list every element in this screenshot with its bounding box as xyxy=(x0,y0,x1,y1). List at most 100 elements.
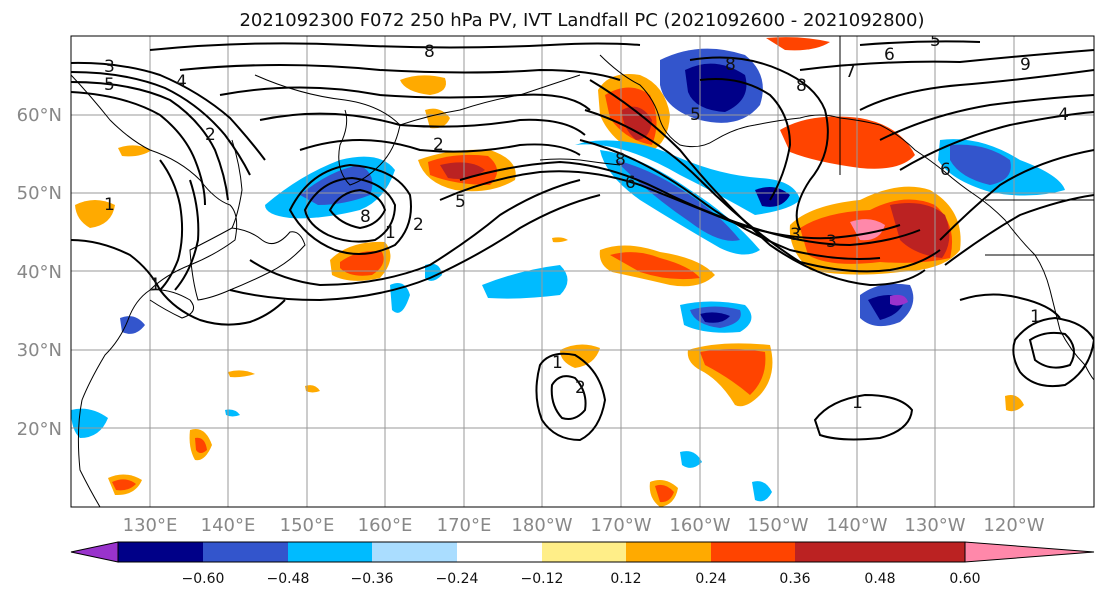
contour-line xyxy=(71,91,206,206)
contour-label: 1 xyxy=(852,393,863,413)
colorbar-tick-label: −0.48 xyxy=(267,571,310,587)
colorbar-segment xyxy=(288,542,372,562)
contour-line xyxy=(799,49,1094,71)
contour-line xyxy=(699,78,792,201)
contour-label: 8 xyxy=(424,42,435,62)
lon-label: 150°E xyxy=(280,515,335,536)
contour-label: 7 xyxy=(845,62,856,82)
lon-label: 180°W xyxy=(511,515,572,536)
contour-label: 5 xyxy=(455,192,466,212)
contour-line xyxy=(813,393,914,441)
contour-line xyxy=(71,81,229,201)
colorbar-segment xyxy=(795,542,880,562)
colorbar-extend-max xyxy=(964,541,1095,563)
contour-label: 5 xyxy=(104,75,115,95)
colorbar: −0.60 −0.48 −0.36 −0.24 −0.12 0.12 0.24 … xyxy=(70,541,1095,587)
north-america-coastline xyxy=(599,54,1094,381)
contour-label: 6 xyxy=(884,45,895,65)
colorbar-segment xyxy=(457,542,542,562)
lat-label: 50°N xyxy=(17,183,62,204)
contour-line xyxy=(550,375,587,420)
negative-anomaly-area xyxy=(700,312,730,323)
gridlines xyxy=(71,36,1094,507)
lon-label: 150°W xyxy=(747,515,808,536)
contour-line xyxy=(299,139,581,156)
contour-line xyxy=(535,352,607,442)
contour-label: 9 xyxy=(1020,55,1031,75)
lat-label: 60°N xyxy=(17,105,62,126)
colorbar-tick-label: 0.60 xyxy=(949,571,980,587)
contour-line xyxy=(179,64,621,81)
latitude-labels: 60°N 50°N 40°N 30°N 20°N xyxy=(17,105,62,440)
colorbar-segment xyxy=(372,542,457,562)
colorbar-segment xyxy=(711,542,795,562)
sakhalin-coastline xyxy=(231,139,243,229)
negative-anomaly-area xyxy=(890,294,908,306)
contour-line xyxy=(219,86,591,111)
contour-line xyxy=(249,179,581,287)
negative-anomaly-area xyxy=(482,265,568,299)
positive-anomaly-area xyxy=(610,252,700,280)
negative-anomaly-area xyxy=(120,316,145,334)
contour-line xyxy=(174,179,200,291)
contour-line xyxy=(288,163,412,255)
positive-anomaly-area xyxy=(228,370,255,378)
japan-coastline xyxy=(189,227,306,301)
colorbar-segment xyxy=(542,542,626,562)
negative-anomaly-area xyxy=(71,408,108,438)
positive-anomaly-area xyxy=(305,385,320,393)
lon-label: 170°E xyxy=(437,515,492,536)
contour-line xyxy=(899,111,1094,171)
longitude-labels: 130°E 140°E 150°E 160°E 170°E 180°W 170°… xyxy=(123,515,1045,536)
contour-line xyxy=(71,239,286,326)
political-borders xyxy=(839,36,1094,256)
contour-line xyxy=(259,112,586,136)
contour-line xyxy=(149,42,641,51)
positive-anomaly-area xyxy=(766,37,830,51)
positive-anomaly-area xyxy=(440,162,485,179)
contour-line xyxy=(589,79,926,287)
contour-label: 4 xyxy=(176,72,187,92)
contour-line xyxy=(859,40,981,46)
contour-line xyxy=(303,176,397,243)
positive-anomaly-area xyxy=(400,75,446,95)
contour-label: 2 xyxy=(205,125,216,145)
colorbar-segment xyxy=(880,542,965,562)
contour-line xyxy=(71,71,251,176)
lon-label: 140°W xyxy=(826,515,887,536)
colorbar-frame xyxy=(117,541,966,563)
colorbar-segment xyxy=(626,542,711,562)
contour-label: 8 xyxy=(725,55,736,75)
lon-label: 160°E xyxy=(358,515,413,536)
contour-label: 6 xyxy=(625,173,636,193)
colorbar-tick-label: 0.36 xyxy=(779,571,810,587)
chukotka-coastline xyxy=(399,74,581,126)
contour-line xyxy=(584,109,941,273)
korea-coastline xyxy=(149,289,195,319)
negative-anomaly-area xyxy=(300,165,373,205)
contour-line xyxy=(879,94,1094,141)
contour-label: 2 xyxy=(433,135,444,155)
contour-label: 5 xyxy=(930,31,941,51)
contour-label: 8 xyxy=(360,207,371,227)
contour-label: 3 xyxy=(826,232,837,252)
map-title: 2021092300 F072 250 hPa PV, IVT Landfall… xyxy=(239,10,924,31)
contour-label: 1 xyxy=(150,275,161,295)
negative-anomaly-area xyxy=(680,451,702,468)
contour-labels: 3 5 4 8 8 7 6 5 9 4 2 8 6 5 8 2 2 1 5 8 xyxy=(104,31,1069,413)
contour-line xyxy=(328,188,387,230)
map-frame xyxy=(70,35,1095,508)
contour-label: 1 xyxy=(385,223,396,243)
contour-line xyxy=(579,139,881,260)
pv-contours xyxy=(71,40,1094,442)
contour-label: 4 xyxy=(1058,105,1069,125)
contour-label: 3 xyxy=(790,225,801,245)
lon-label: 160°W xyxy=(669,515,730,536)
colorbar-tick-label: 0.24 xyxy=(695,571,726,587)
contour-label: 3 xyxy=(104,57,115,77)
lon-label: 170°W xyxy=(590,515,651,536)
positive-anomaly-area xyxy=(780,116,915,169)
lon-label: 130°W xyxy=(904,515,965,536)
contour-line xyxy=(944,194,1094,266)
colorbar-extend-min xyxy=(70,541,119,563)
